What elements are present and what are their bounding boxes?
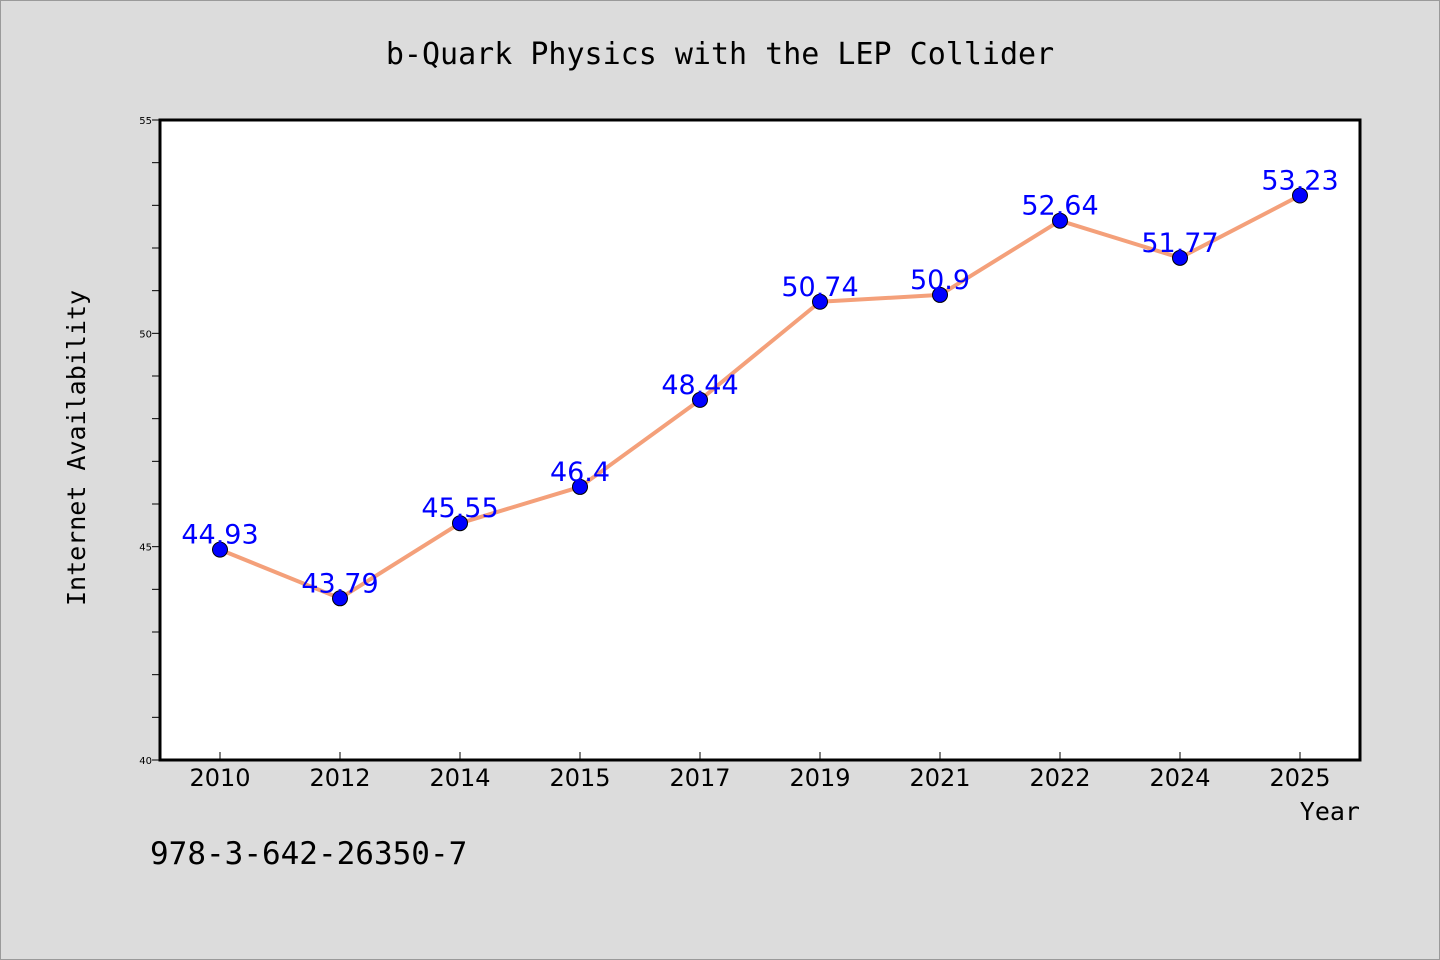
data-point (932, 286, 948, 303)
x-tick-label: 2014 (429, 764, 490, 792)
x-axis-label: Year (1300, 797, 1360, 826)
data-point (812, 293, 828, 310)
data-label: 53.23 (1261, 166, 1338, 197)
data-label: 52.64 (1021, 191, 1098, 222)
axis-ticks: 40 45 50 55 2010 2012 2014 2015 2017 2019 2021 2022… (139, 116, 1330, 792)
data-point (212, 541, 228, 558)
x-tick-label: 2021 (909, 764, 970, 792)
data-label: 48.44 (661, 370, 738, 401)
x-tick-label: 2022 (1029, 764, 1090, 792)
plot-border (158, 118, 1362, 762)
data-point (1052, 212, 1068, 229)
y-tick-label: 50 (139, 329, 152, 340)
y-tick-label: 40 (139, 756, 152, 767)
data-label: 50.9 (910, 265, 970, 296)
plot-area (160, 120, 1360, 760)
x-tick-label: 2010 (189, 764, 250, 792)
chart-title: b-Quark Physics with the LEP Collider (386, 37, 1054, 72)
data-label: 45.55 (421, 493, 498, 524)
data-label: 51.77 (1141, 228, 1218, 259)
data-label: 44.93 (181, 520, 258, 551)
data-label-layer: 44.93 43.79 45.55 46.4 48.44 50.74 50.9 52.64 51… (181, 166, 1338, 600)
data-label: 43.79 (301, 568, 378, 599)
series-line (218, 193, 1302, 601)
data-point (452, 515, 468, 532)
x-tick-label: 2025 (1269, 764, 1330, 792)
data-point (1172, 249, 1188, 266)
x-tick-label: 2012 (309, 764, 370, 792)
y-tick-label: 45 (139, 543, 152, 554)
x-tick-label: 2019 (789, 764, 850, 792)
isbn-text: 978-3-642-26350-7 (150, 836, 467, 872)
x-tick-label: 2015 (549, 764, 610, 792)
series-line-layer (218, 193, 1302, 601)
y-axis-label: Internet Availability (62, 290, 91, 606)
data-label: 46.4 (550, 457, 610, 488)
data-point (692, 391, 708, 408)
data-point (332, 590, 348, 607)
y-tick-label: 55 (139, 116, 152, 127)
data-label: 50.74 (781, 272, 858, 303)
x-tick-label: 2024 (1149, 764, 1210, 792)
series-marker-layer (212, 187, 1308, 607)
data-point (1292, 187, 1308, 204)
data-point (572, 478, 588, 495)
x-tick-label: 2017 (669, 764, 730, 792)
